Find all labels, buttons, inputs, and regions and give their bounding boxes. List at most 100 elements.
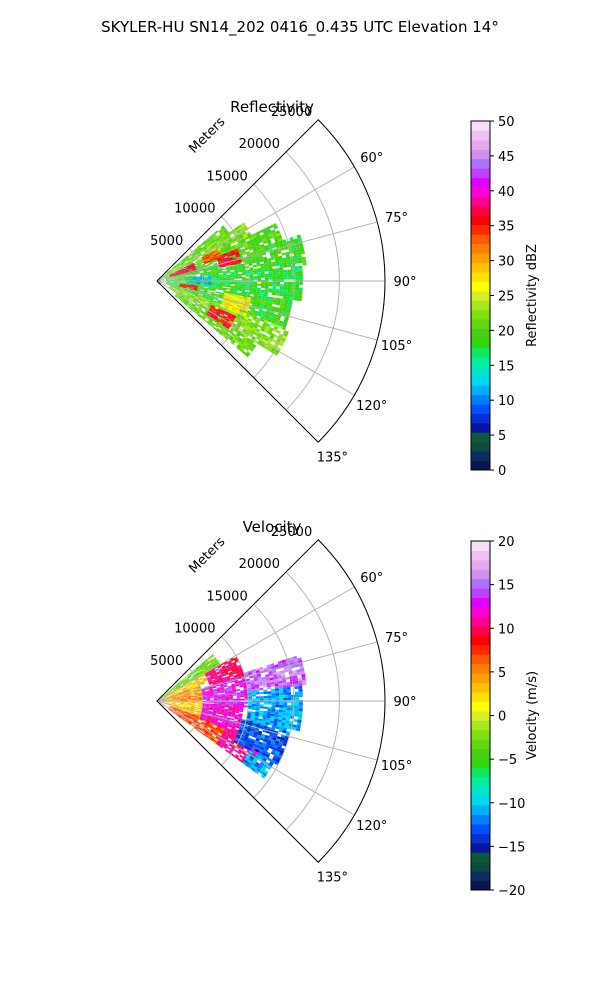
echo-cell: [278, 709, 284, 713]
echo-cell: [268, 277, 273, 280]
echo-cell: [233, 260, 238, 264]
echo-cell: [172, 287, 177, 290]
echo-cell: [233, 264, 238, 267]
echo-cell: [276, 284, 281, 287]
echo-cell: [224, 673, 229, 676]
echo-cell: [202, 314, 207, 318]
echo-cell: [298, 268, 303, 272]
echo-cell: [242, 225, 248, 230]
echo-cell: [209, 674, 214, 677]
echo-cell: [268, 224, 274, 229]
echo-cell: [232, 698, 237, 701]
echo-cell: [168, 698, 173, 700]
echo-cell: [173, 266, 177, 270]
echo-cell: [263, 306, 268, 310]
echo-cell: [185, 718, 189, 722]
echo-cell: [263, 294, 268, 297]
echo-cell: [213, 702, 218, 705]
echo-cell: [205, 668, 210, 672]
echo-cell: [241, 760, 247, 765]
echo-cell: [223, 291, 228, 294]
echo-cell: [198, 698, 203, 700]
echo-cell: [221, 734, 226, 738]
echo-cell: [221, 302, 226, 306]
echo-cell: [180, 288, 185, 291]
echo-cell: [218, 314, 223, 318]
echo-cell: [218, 717, 223, 721]
echo-cell: [269, 235, 274, 240]
echo-cell: [283, 272, 288, 275]
echo-cell: [186, 295, 191, 299]
echo-cell: [237, 259, 242, 263]
echo-cell: [265, 325, 270, 330]
echo-cell: [161, 697, 165, 700]
echo-cell: [245, 305, 250, 309]
echo-cell: [254, 739, 260, 744]
echo-cell: [198, 695, 203, 697]
echo-cell: [182, 259, 186, 263]
echo-cell: [176, 270, 181, 273]
echo-cell: [162, 276, 167, 279]
echo-cell: [226, 285, 231, 288]
echo-cell: [276, 272, 280, 276]
echo-cell: [213, 689, 217, 692]
echo-cell: [216, 663, 221, 667]
echo-cell: [246, 298, 251, 302]
echo-cell: [272, 737, 277, 741]
echo-cell: [217, 702, 222, 705]
echo-cell: [215, 679, 220, 682]
echo-cell: [174, 266, 179, 270]
echo-cell: [187, 290, 192, 293]
echo-cell: [196, 714, 201, 717]
echo-cell: [259, 257, 264, 261]
echo-cell: [190, 692, 195, 695]
azimuth-gridline: [156, 586, 355, 702]
echo-cell: [293, 255, 298, 259]
echo-cell: [202, 294, 207, 297]
echo-cell: [189, 686, 194, 689]
echo-cell: [220, 249, 225, 253]
echo-cell: [267, 331, 272, 336]
echo-cell: [252, 260, 257, 264]
echo-cell: [246, 231, 251, 235]
echo-cell: [182, 691, 187, 694]
echo-cell: [198, 676, 203, 680]
echo-cell: [202, 677, 207, 680]
echo-cell: [214, 250, 219, 253]
echo-cell: [297, 657, 302, 662]
echo-cell: [190, 717, 195, 721]
echo-cell: [219, 712, 224, 715]
echo-cell: [221, 226, 226, 231]
echo-cell: [197, 709, 202, 711]
echo-cell: [187, 303, 191, 307]
echo-cell: [242, 328, 248, 333]
echo-cell: [182, 264, 186, 268]
echo-cell: [218, 730, 223, 734]
echo-cell: [178, 708, 183, 711]
echo-cell: [253, 298, 258, 301]
echo-cell: [194, 293, 199, 297]
echo-cell: [193, 287, 198, 290]
echo-cell: [221, 235, 227, 239]
echo-cell: [176, 698, 181, 700]
echo-cell: [202, 295, 207, 298]
echo-cell: [244, 694, 249, 697]
echo-cell: [176, 288, 181, 291]
echo-cell: [276, 329, 281, 334]
echo-cell: [197, 314, 202, 318]
echo-cell: [180, 703, 184, 705]
echo-cell: [264, 315, 269, 320]
echo-cell: [204, 666, 209, 670]
echo-cell: [234, 277, 239, 279]
echo-cell: [236, 722, 241, 726]
echo-cell: [244, 341, 249, 346]
echo-cell: [216, 301, 221, 304]
echo-cell: [227, 252, 232, 256]
echo-cell: [177, 279, 182, 281]
echo-cell: [223, 712, 228, 715]
echo-cell: [249, 251, 254, 255]
echo-cell: [238, 680, 243, 683]
echo-cell: [214, 248, 219, 252]
echo-cell: [172, 698, 177, 700]
echo-cell: [232, 689, 237, 692]
